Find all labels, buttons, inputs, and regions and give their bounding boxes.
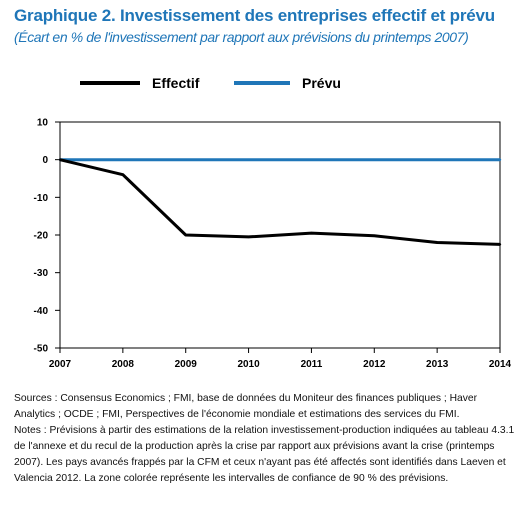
data-point — [184, 233, 187, 237]
x-tick-label: 2009 — [175, 359, 198, 370]
method-note: Notes : Prévisions à partir des estimati… — [14, 425, 515, 484]
x-tick-label: 2008 — [112, 359, 135, 370]
data-point — [121, 158, 125, 161]
y-tick-label: -10 — [34, 193, 49, 204]
y-tick-label: -20 — [34, 231, 49, 242]
data-point — [247, 235, 250, 239]
data-point — [121, 173, 125, 176]
series-line-effectif — [59, 158, 501, 246]
x-tick-label: 2014 — [489, 359, 512, 370]
data-point — [310, 158, 313, 161]
data-point — [435, 241, 439, 244]
sources-note: Sources : Consensus Economics ; FMI, bas… — [14, 393, 478, 420]
legend-label: Effectif — [152, 75, 200, 91]
x-tick-label: 2010 — [237, 359, 260, 370]
x-axis: 2007 2008 2009 2010 2011 2012 2013 2014 — [49, 348, 512, 370]
data-point — [247, 158, 250, 161]
y-tick-label: 0 — [42, 155, 48, 166]
data-point — [498, 243, 502, 246]
chart-legend: Effectif Prévu — [80, 75, 341, 91]
data-point — [58, 158, 62, 161]
x-tick-label: 2013 — [426, 359, 449, 370]
series-lines — [58, 158, 502, 246]
chart-notes: Sources : Consensus Economics ; FMI, bas… — [14, 391, 520, 487]
data-point — [184, 158, 187, 161]
chart-title: Graphique 2. Investissement des entrepri… — [14, 6, 495, 25]
data-point — [498, 158, 502, 161]
y-tick-label: -50 — [34, 344, 49, 355]
y-tick-label: -40 — [34, 306, 49, 317]
data-point — [373, 158, 376, 161]
data-point — [373, 234, 376, 237]
x-tick-label: 2011 — [301, 359, 323, 370]
line-chart: Effectif Prévu 100-10-20-30-40-50 2007 200… — [34, 75, 512, 370]
x-tick-label: 2007 — [49, 359, 72, 370]
y-tick-label: 10 — [37, 118, 49, 129]
y-tick-label: -30 — [34, 268, 49, 279]
x-tick-label: 2012 — [363, 359, 386, 370]
data-point — [435, 158, 439, 161]
data-point — [310, 231, 313, 235]
y-axis: 10 0 -10 -20 -30 -40 -50 — [34, 118, 60, 355]
chart-subtitle: (Écart en % de l'investissement par rapp… — [14, 29, 469, 45]
legend-label: Prévu — [302, 75, 341, 91]
